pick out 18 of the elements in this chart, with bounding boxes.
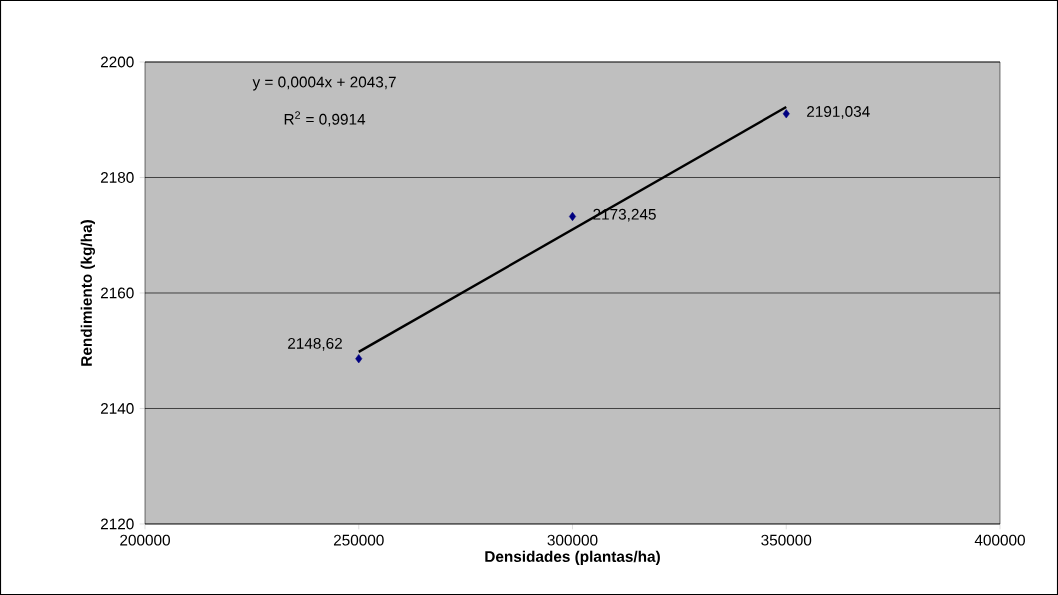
y-tick-label: 2120 — [100, 518, 134, 530]
data-label: 2191,034 — [807, 106, 870, 119]
annotation: y = 0,0004x + 2043,7 — [252, 76, 396, 91]
x-tick-label: 350000 — [761, 534, 812, 546]
x-tick-label: 200000 — [120, 534, 170, 546]
x-tick-label: 300000 — [547, 534, 598, 546]
point — [355, 354, 363, 364]
x-tick-label: 250000 — [333, 534, 384, 546]
point — [782, 109, 790, 119]
y-tick-label: 2200 — [100, 56, 134, 68]
y-tick-label: 2180 — [100, 172, 134, 183]
x-tick-label: 400000 — [974, 534, 1025, 546]
annotation: R$^{2}$ = 0,9914 — [284, 111, 366, 127]
x-axis-title: Densidades (plantas/ha) — [485, 550, 660, 565]
y-tick-label: 2140 — [100, 403, 134, 414]
y-axis-title: Rendimiento (kg/ha) — [80, 220, 96, 366]
y-tick-label: 2160 — [100, 287, 134, 299]
data-label: 2148,62 — [288, 338, 342, 351]
